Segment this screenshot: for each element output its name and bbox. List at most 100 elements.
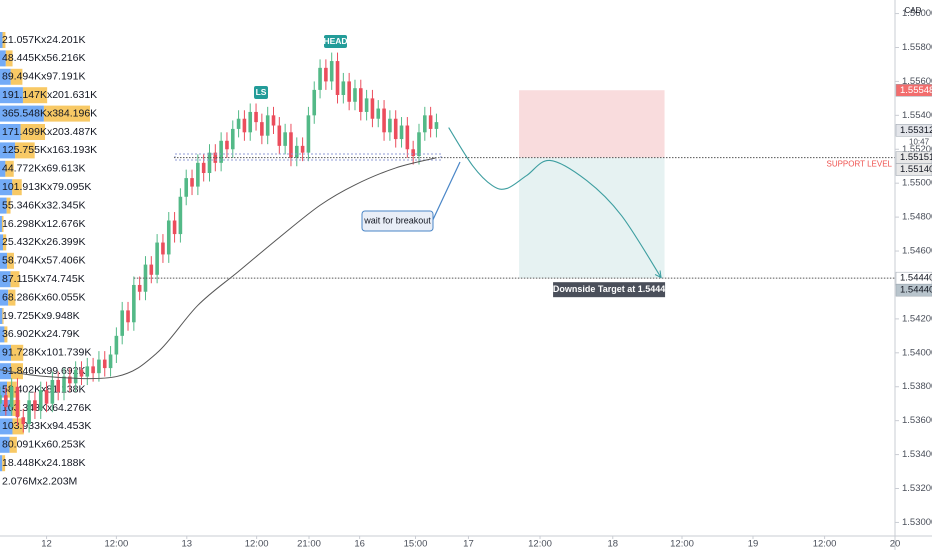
volume-label: 171.499Kx203.487K: [2, 126, 97, 138]
position-zones: [519, 90, 665, 279]
volume-up: [0, 381, 8, 398]
volume-down: [1, 216, 4, 232]
y-tick-label: 1.55800: [902, 42, 932, 53]
x-tick-label: 12:00: [528, 539, 552, 550]
x-tick-label: 12:00: [245, 539, 269, 550]
volume-label: 58.704Kx57.406K: [2, 255, 86, 267]
candle-body: [33, 400, 37, 411]
callout-pointer: [429, 161, 461, 227]
candle-body: [341, 81, 346, 95]
x-tick-label: 19: [748, 539, 759, 550]
candle-body: [207, 152, 212, 174]
x-tick-label: 20: [890, 539, 901, 550]
candle-body: [324, 67, 328, 82]
candle-body: [56, 379, 60, 392]
volume-label: 365.548Kx384.196K: [2, 107, 97, 119]
price-label-box: [895, 283, 932, 297]
volume-down: [6, 197, 11, 214]
candle-body: [393, 118, 398, 140]
candles: [0, 52, 439, 433]
candle-body: [289, 132, 293, 158]
support-label: SUPPORT LEVEL: [826, 160, 892, 169]
y-tick-label: 1.53400: [902, 449, 932, 460]
candle-body: [213, 152, 218, 163]
volume-label: 16.298Kx12.676K: [2, 218, 86, 230]
x-tick-label: 12:00: [104, 539, 128, 550]
candle-body: [306, 115, 311, 153]
candle-body: [411, 149, 415, 157]
candle-body: [137, 284, 142, 292]
target-zone: [519, 157, 665, 279]
candle-body: [294, 145, 299, 158]
candle-body: [265, 115, 270, 136]
y-tick-label: 1.55000: [902, 178, 932, 189]
candle-body: [9, 386, 14, 408]
volume-down: [5, 50, 13, 67]
candle-body: [143, 264, 148, 292]
volume-label: 80.091Kx60.253K: [2, 439, 86, 451]
candle-body: [405, 125, 410, 150]
price-label: 1.55312: [900, 125, 932, 136]
candle-body: [73, 369, 78, 384]
ls-box: [254, 86, 268, 99]
y-tick-label: 1.56000: [902, 8, 932, 19]
volume-label: 91.846Kx99.692K: [2, 365, 86, 377]
candle-body: [388, 118, 392, 133]
volume-label: 48.445Kx56.216K: [2, 52, 86, 64]
candle-body: [230, 128, 235, 150]
candle-body: [434, 122, 439, 129]
candle-body: [353, 88, 357, 102]
x-tick-label: 13: [182, 539, 193, 550]
y-tick-label: 1.54200: [902, 313, 932, 324]
volume-down: [2, 455, 6, 472]
candle-body: [178, 196, 183, 235]
candle-body: [283, 132, 287, 146]
candle-body: [417, 132, 421, 157]
candle-body: [260, 122, 264, 136]
volume-up: [0, 436, 10, 453]
candle-body: [172, 220, 177, 235]
candle-body: [0, 395, 2, 404]
volume-label: 55.346Kx32.345K: [2, 199, 86, 211]
volume-up: [0, 252, 8, 269]
price-label: 1.55151: [900, 152, 932, 163]
candle-body: [271, 115, 276, 126]
candle-body: [277, 125, 282, 146]
candle-body: [190, 178, 194, 187]
y-tick-label: 1.55600: [902, 76, 932, 87]
x-tick-label: 18: [607, 539, 618, 550]
support-zone: [174, 153, 442, 161]
price-label: 1.54440: [900, 285, 932, 296]
candle-body: [79, 369, 84, 377]
y-tick-label: 1.55400: [902, 110, 932, 121]
candle-body: [85, 366, 90, 377]
candle-body: [21, 417, 26, 425]
volume-label: 87.115Kx74.745K: [2, 273, 85, 285]
volume-down: [10, 68, 23, 85]
volume-up: [0, 234, 4, 251]
volume-up: [0, 142, 16, 159]
axes: 1.53000 1.53200 1.53400 1.53600 1.53800 1.540…: [41, 8, 932, 550]
candle-body: [219, 140, 223, 163]
x-tick-label: 21:00: [297, 539, 321, 550]
candle-body: [382, 108, 386, 133]
candle-body: [149, 264, 154, 275]
volume-label: 44.772Kx69.613K: [2, 163, 86, 175]
y-tick-label: 1.53800: [902, 381, 932, 392]
candle-body: [102, 359, 107, 369]
price-label: 1.55548: [900, 85, 932, 96]
volume-up: [0, 87, 23, 104]
volume-up: [0, 455, 3, 472]
candle-body: [347, 81, 351, 102]
candle-body: [364, 98, 369, 112]
volume-down: [11, 344, 24, 361]
x-tick-label: 16: [354, 539, 365, 550]
countdown: 10:47: [909, 137, 930, 146]
candle-body: [4, 395, 8, 408]
volume-up: [0, 179, 13, 196]
x-tick-label: 12:00: [670, 539, 694, 550]
candle-body: [358, 88, 363, 112]
y-tick-label: 1.54000: [902, 347, 932, 358]
volume-up: [0, 68, 11, 85]
